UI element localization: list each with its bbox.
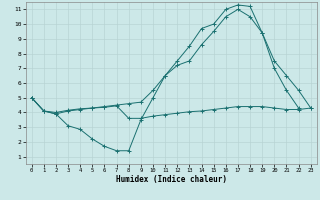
X-axis label: Humidex (Indice chaleur): Humidex (Indice chaleur): [116, 175, 227, 184]
